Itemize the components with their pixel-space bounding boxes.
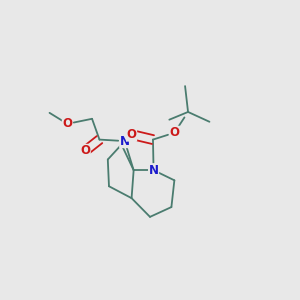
Text: N: N — [148, 164, 159, 177]
Text: O: O — [127, 128, 136, 141]
Text: O: O — [80, 144, 90, 158]
Text: O: O — [169, 126, 179, 139]
Text: N: N — [120, 135, 130, 148]
Text: O: O — [62, 117, 72, 130]
